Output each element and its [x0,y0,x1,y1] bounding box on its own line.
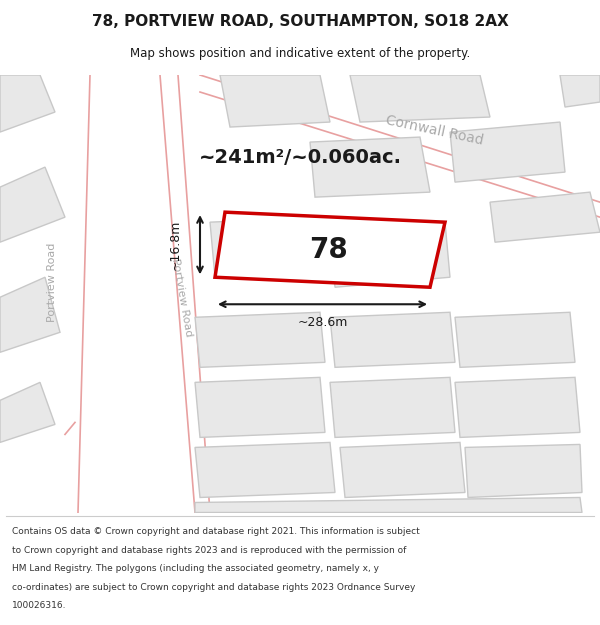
Polygon shape [490,192,600,242]
Polygon shape [220,75,330,127]
Polygon shape [0,278,60,352]
Polygon shape [340,442,465,498]
Polygon shape [310,137,430,197]
Text: Map shows position and indicative extent of the property.: Map shows position and indicative extent… [130,48,470,61]
Text: co-ordinates) are subject to Crown copyright and database rights 2023 Ordnance S: co-ordinates) are subject to Crown copyr… [12,582,415,592]
Text: to Crown copyright and database rights 2023 and is reproduced with the permissio: to Crown copyright and database rights 2… [12,546,406,555]
Polygon shape [0,75,55,132]
Text: Portview Road: Portview Road [170,258,194,338]
Text: Portview Road: Portview Road [47,242,57,322]
Polygon shape [450,122,565,182]
Polygon shape [330,378,455,438]
Text: ~28.6m: ~28.6m [298,316,347,329]
Polygon shape [195,378,325,438]
Polygon shape [215,212,445,288]
Polygon shape [455,312,575,368]
Polygon shape [195,442,335,498]
Text: HM Land Registry. The polygons (including the associated geometry, namely x, y: HM Land Registry. The polygons (includin… [12,564,379,573]
Text: 100026316.: 100026316. [12,601,67,611]
Polygon shape [195,312,325,368]
Polygon shape [0,167,65,242]
Polygon shape [455,378,580,438]
Text: Contains OS data © Crown copyright and database right 2021. This information is : Contains OS data © Crown copyright and d… [12,527,420,536]
Polygon shape [210,217,325,278]
Text: ~241m²/~0.060ac.: ~241m²/~0.060ac. [199,148,401,167]
Polygon shape [195,498,582,512]
Text: Cornwall Road: Cornwall Road [385,113,485,148]
Text: ~16.8m: ~16.8m [169,219,182,270]
Polygon shape [0,382,55,442]
Polygon shape [465,444,582,498]
Text: 78, PORTVIEW ROAD, SOUTHAMPTON, SO18 2AX: 78, PORTVIEW ROAD, SOUTHAMPTON, SO18 2AX [92,14,508,29]
Polygon shape [330,312,455,368]
Polygon shape [350,75,490,122]
Polygon shape [330,222,450,288]
Text: 78: 78 [310,236,348,264]
Polygon shape [560,75,600,107]
